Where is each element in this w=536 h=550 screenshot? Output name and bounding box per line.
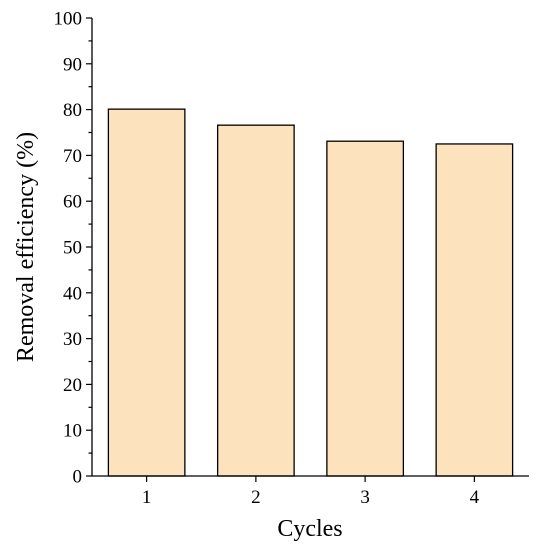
x-tick-label: 3 (360, 487, 370, 508)
y-tick-label: 70 (63, 146, 82, 167)
y-tick-label: 10 (63, 421, 82, 442)
bar-cycle-2 (216, 124, 295, 477)
x-tick-label: 2 (251, 487, 261, 508)
x-axis-title: Cycles (277, 516, 342, 542)
bar-cycle-3 (326, 140, 405, 477)
bar-cycle-4 (435, 143, 514, 477)
x-tick-label: 4 (470, 487, 480, 508)
y-axis-title: Removal efficiency (%) (13, 132, 39, 362)
y-tick-label: 90 (63, 54, 82, 75)
x-axis-ticks: 1 2 3 4 (142, 476, 480, 508)
axis-frame (91, 18, 529, 477)
y-tick-label: 50 (63, 238, 82, 259)
x-tick-label: 1 (142, 487, 152, 508)
y-axis-ticks: 0 10 20 30 40 50 60 70 80 90 100 (54, 9, 92, 488)
axis-lines (91, 18, 529, 477)
y-tick-label: 100 (54, 9, 83, 30)
y-tick-label: 60 (63, 192, 82, 213)
y-tick-label: 0 (73, 467, 83, 488)
bar-cycle-1 (107, 108, 186, 477)
y-tick-label: 40 (63, 283, 82, 304)
y-tick-label: 80 (63, 100, 82, 121)
y-tick-label: 20 (63, 375, 82, 396)
bars (107, 108, 514, 477)
y-tick-label: 30 (63, 329, 82, 350)
